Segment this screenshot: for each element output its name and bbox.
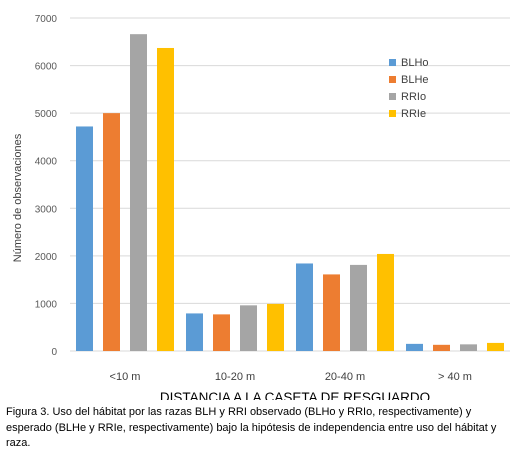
legend-swatch <box>389 93 396 100</box>
bar-blho <box>76 126 93 351</box>
legend-label: RRIe <box>401 107 427 120</box>
x-axis-label: DISTANCIA A LA CASETA DE RESGUARDO <box>160 390 430 400</box>
x-tick-labels: <10 m 10-20 m 20-40 m > 40 m <box>110 371 472 383</box>
y-tick-label: 3000 <box>35 204 58 215</box>
bar-blhe <box>323 274 340 351</box>
legend-label: BLHo <box>401 56 429 69</box>
y-tick-label: 1000 <box>35 299 58 310</box>
bar-rrie <box>377 253 394 351</box>
legend-label: BLHe <box>401 73 429 86</box>
legend-swatch <box>389 59 396 66</box>
y-tick-label: 2000 <box>35 252 58 263</box>
figure-caption: Figura 3. Uso del hábitat por las razas … <box>6 406 497 449</box>
legend-item: RRIe <box>389 105 429 122</box>
legend-swatch <box>389 110 396 117</box>
legend-item: BLHo <box>389 54 429 71</box>
bar-rrio <box>460 344 477 351</box>
bar-rrie <box>487 342 504 351</box>
bar-rrio <box>350 264 367 351</box>
bar-blhe <box>213 314 230 351</box>
y-tick-label: 4000 <box>35 157 58 168</box>
legend-swatch <box>389 76 396 83</box>
bar-blho <box>406 343 423 351</box>
legend-item: BLHe <box>389 71 429 88</box>
y-tick-label: 7000 <box>35 14 58 25</box>
legend-label: RRIo <box>401 90 427 103</box>
bars <box>76 34 504 352</box>
bar-blhe <box>103 113 120 352</box>
bar-rrio <box>130 34 147 351</box>
legend-item: RRIo <box>389 88 429 105</box>
x-tick-label: 10-20 m <box>215 371 255 383</box>
bar-blho <box>186 313 203 351</box>
bar-rrie <box>157 47 174 351</box>
x-tick-label: > 40 m <box>438 371 472 383</box>
y-tick-label: 0 <box>51 347 57 358</box>
bar-blho <box>296 263 313 351</box>
chart-area: 0 1000 2000 3000 4000 5000 6000 7000 <10 m 10-20… <box>12 14 510 400</box>
bar-rrie <box>267 303 284 351</box>
y-axis-label: Número de observaciones <box>12 133 24 262</box>
bar-blhe <box>433 344 450 351</box>
legend: BLHo BLHe RRIo RRIe <box>389 54 429 122</box>
y-tick-labels: 0 1000 2000 3000 4000 5000 6000 7000 <box>35 14 58 358</box>
y-tick-label: 6000 <box>35 62 58 73</box>
bar-rrio <box>240 305 257 351</box>
x-tick-label: 20-40 m <box>325 371 365 383</box>
y-tick-label: 5000 <box>35 109 58 120</box>
bar-chart: 0 1000 2000 3000 4000 5000 6000 7000 <10 m 10-20… <box>12 14 510 400</box>
x-tick-label: <10 m <box>110 371 141 383</box>
